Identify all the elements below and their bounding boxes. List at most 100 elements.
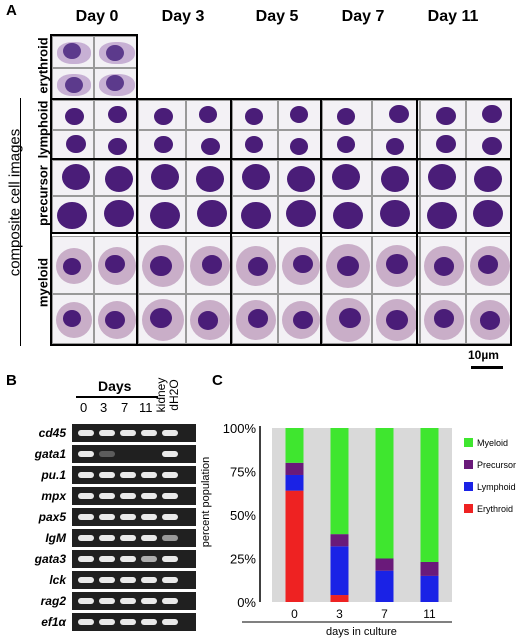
bar-segment [285,490,304,602]
cell-image [232,196,278,234]
cell-image [322,130,372,160]
cell-image [232,100,278,130]
cell-image [466,130,512,160]
cell-image [52,236,94,294]
gel-band [141,493,157,499]
gel-band [162,577,178,583]
grid-border [50,98,512,346]
gene-label: IgM [45,531,66,545]
gel-band [99,556,115,562]
cell-nucleus [473,200,503,228]
y-tick-label: 100% [223,421,257,436]
cell-image [278,100,322,130]
cell-nucleus [433,256,455,276]
cell-nucleus [331,163,361,190]
composite-bracket [20,98,21,346]
gene-label: mpx [41,489,66,503]
cell-image [52,100,94,130]
cell-nucleus [337,108,355,125]
gel-band [162,598,178,604]
gene-label: cd45 [38,426,66,440]
panel-c-letter: C [212,372,223,389]
cell-image [186,294,232,344]
gene-label: gata1 [34,447,66,461]
gel-band [162,514,178,520]
chart-xlabel: days in culture [326,626,397,638]
cell-nucleus [195,165,225,192]
gel-band [78,493,94,499]
cell-nucleus [62,257,82,275]
cell-image [138,160,186,196]
y-tick-label: 0% [237,595,256,610]
cell-nucleus [153,135,173,153]
cell-nucleus [245,108,263,125]
cell-image [52,294,94,344]
gel-band [162,535,178,541]
lane-day-3: 3 [100,400,108,415]
gel-band [99,598,115,604]
scale-bar [471,366,503,369]
grid-border [50,158,512,160]
cell-nucleus [241,202,271,230]
gel-band [99,577,115,583]
cell-nucleus [197,310,219,330]
lane-day-0: 0 [80,400,88,415]
gene-label: lck [49,573,66,587]
cell-nucleus [245,136,263,153]
bar-segment [330,546,349,596]
y-tick-label: 50% [230,508,256,523]
cell-image [186,236,232,294]
gel-band [162,472,178,478]
gel-band [99,472,115,478]
cell-image [94,68,138,100]
cell-nucleus [61,163,91,190]
day-3-header: Day 3 [161,8,205,25]
gel-band [120,598,136,604]
cell-nucleus [482,137,502,156]
cell-nucleus [200,137,220,155]
gel-band [141,514,157,520]
cell-nucleus [293,311,313,330]
cell-image [372,196,420,234]
cell-nucleus [286,200,316,228]
cell-nucleus [63,43,81,60]
cell-nucleus [66,135,86,154]
cell-nucleus [286,165,316,192]
cell-image [466,100,512,130]
grid-border [416,98,418,346]
cell-image [372,160,420,196]
bar-segment [285,428,304,463]
lane-day-7: 7 [121,400,129,415]
gel-band [141,472,157,478]
cell-image [420,100,466,130]
cell-nucleus [150,256,172,277]
bar-segment [375,570,394,602]
cell-nucleus [106,75,124,92]
gel-band [99,451,115,457]
cell-nucleus [150,202,180,230]
gel-band [78,556,94,562]
cell-nucleus [199,106,217,123]
gel-band [162,451,178,457]
cell-image [138,130,186,160]
cell-image [466,294,512,344]
gel-band [78,619,94,625]
gel-band [141,598,157,604]
gene-label: pu.1 [41,468,66,482]
cell-image [372,236,420,294]
legend-swatch [464,438,473,447]
gene-label: pax5 [38,510,66,524]
cell-nucleus [433,308,455,328]
gel-band [162,430,178,436]
cell-image [466,160,512,196]
cell-nucleus [436,107,456,126]
cell-nucleus [62,309,82,327]
gel-strip [72,445,196,463]
cell-image [420,160,466,196]
cell-nucleus [107,137,127,155]
cell-nucleus [247,308,269,328]
gel-band [120,493,136,499]
x-tick-label: 11 [423,607,436,621]
cell-image [186,130,232,160]
grid-border [230,98,232,346]
